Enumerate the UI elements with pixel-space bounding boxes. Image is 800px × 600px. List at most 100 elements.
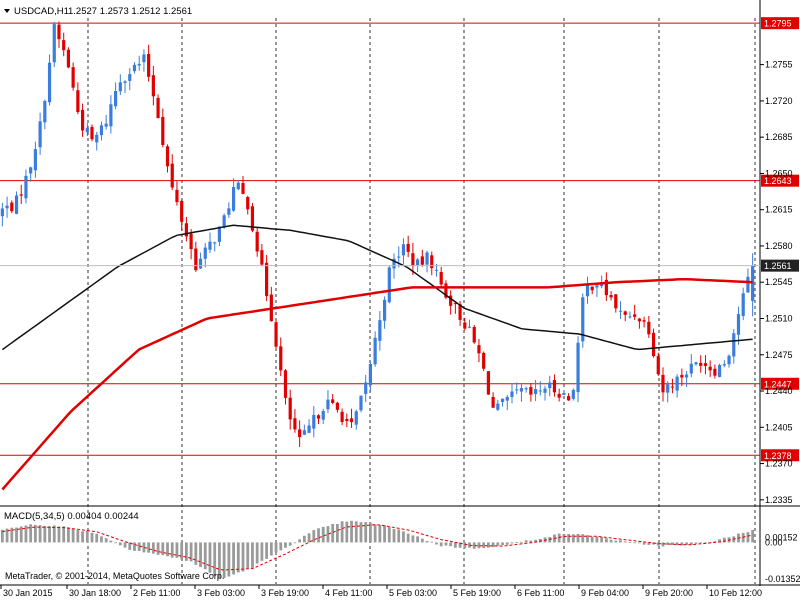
- macd-bar: [751, 529, 755, 543]
- time-tick-label: 5 Feb 19:00: [453, 588, 501, 598]
- macd-bar: [359, 522, 363, 543]
- candle: [217, 226, 222, 242]
- candle: [463, 322, 467, 329]
- ohlc-label: 1.2527 1.2573 1.2512 1.2561: [68, 6, 192, 17]
- macd-bar: [458, 542, 462, 548]
- candle: [38, 121, 42, 148]
- macd-bar: [444, 542, 448, 546]
- macd-bar: [194, 542, 198, 565]
- macd-bar: [62, 526, 66, 543]
- candle: [142, 54, 146, 63]
- macd-bar: [590, 536, 594, 543]
- candle: [95, 134, 99, 143]
- macd-bar: [123, 542, 127, 548]
- macd-bar: [161, 542, 165, 556]
- candle: [156, 97, 160, 118]
- candle: [29, 167, 33, 174]
- macd-bar: [520, 541, 523, 543]
- macd-bar: [486, 542, 490, 548]
- time-tick-label: 30 Jan 2015: [3, 588, 53, 598]
- macd-bar: [95, 533, 99, 543]
- candle: [33, 149, 37, 171]
- level-tag: [761, 17, 799, 30]
- candle: [670, 386, 675, 388]
- candle: [416, 259, 420, 266]
- candle: [609, 295, 613, 298]
- candle: [741, 293, 745, 316]
- candle: [104, 123, 108, 127]
- time-tick-label: 9 Feb 20:00: [645, 588, 693, 598]
- time-tick-label: 5 Feb 03:00: [389, 588, 437, 598]
- candle: [614, 294, 618, 309]
- candle: [552, 380, 557, 393]
- candle: [595, 285, 599, 288]
- macd-title: MACD(5,34,5) 0.00404 0.00244: [4, 511, 139, 522]
- macd-bar: [397, 529, 401, 543]
- macd-bar: [29, 524, 33, 543]
- candle: [109, 104, 113, 127]
- macd-bar: [378, 524, 382, 543]
- macd-bar: [718, 539, 722, 543]
- macd-bar: [713, 541, 717, 543]
- candle: [203, 247, 207, 259]
- candle: [236, 182, 240, 190]
- candle: [66, 49, 71, 68]
- macd-bar: [52, 525, 56, 543]
- vertical-grid: [87, 18, 756, 584]
- candle: [401, 244, 406, 256]
- macd-bar: [505, 542, 509, 545]
- time-tick-label: 6 Feb 11:00: [517, 588, 564, 598]
- macd-bar: [694, 542, 698, 544]
- candle: [208, 241, 212, 250]
- level-tag-label: 1.2378: [764, 451, 792, 461]
- candle: [486, 371, 490, 395]
- candle: [576, 342, 580, 393]
- macd-bar: [425, 540, 429, 543]
- macd-bar: [5, 528, 9, 543]
- time-tick-label: 9 Feb 04:00: [581, 588, 629, 598]
- candle: [0, 208, 4, 217]
- candle: [198, 258, 203, 269]
- macd-bar: [274, 542, 278, 553]
- chart-menu-icon[interactable]: [4, 9, 10, 13]
- candle: [137, 63, 141, 66]
- candle: [439, 271, 443, 285]
- time-tick-label: 3 Feb 19:00: [261, 588, 309, 598]
- candle: [661, 374, 665, 393]
- level-tag-label: 1.2795: [764, 19, 792, 29]
- candle: [680, 374, 684, 378]
- candle: [47, 62, 52, 103]
- macd-bar: [114, 542, 118, 544]
- macd-bar: [722, 537, 726, 543]
- candle: [241, 183, 245, 194]
- candle: [43, 100, 47, 123]
- candle: [302, 430, 306, 435]
- macd-bar: [251, 542, 254, 568]
- candle: [246, 197, 250, 210]
- price-tick-label: 1.2685: [765, 132, 793, 142]
- macd-bar: [104, 538, 108, 543]
- candle: [751, 265, 755, 301]
- macd-bar: [279, 542, 283, 551]
- macd-bar: [293, 542, 297, 544]
- candle: [359, 395, 363, 411]
- level-tag: [761, 377, 799, 390]
- candle: [637, 318, 641, 322]
- macd-layer: [0, 520, 755, 579]
- price-tick-label: 1.2335: [765, 495, 793, 505]
- macd-bar: [331, 524, 335, 543]
- macd-bar: [383, 525, 386, 543]
- macd-bar: [142, 542, 146, 553]
- candle: [250, 206, 255, 231]
- candles-layer: [0, 21, 755, 447]
- macd-bar: [0, 529, 4, 543]
- candle: [349, 418, 354, 423]
- macd-bar: [222, 542, 226, 579]
- macd-bar: [218, 542, 221, 579]
- macd-bar: [284, 542, 287, 548]
- candle: [651, 332, 656, 357]
- candle: [175, 189, 179, 203]
- candle: [387, 267, 391, 303]
- macd-bar: [402, 531, 405, 543]
- candle: [689, 363, 693, 374]
